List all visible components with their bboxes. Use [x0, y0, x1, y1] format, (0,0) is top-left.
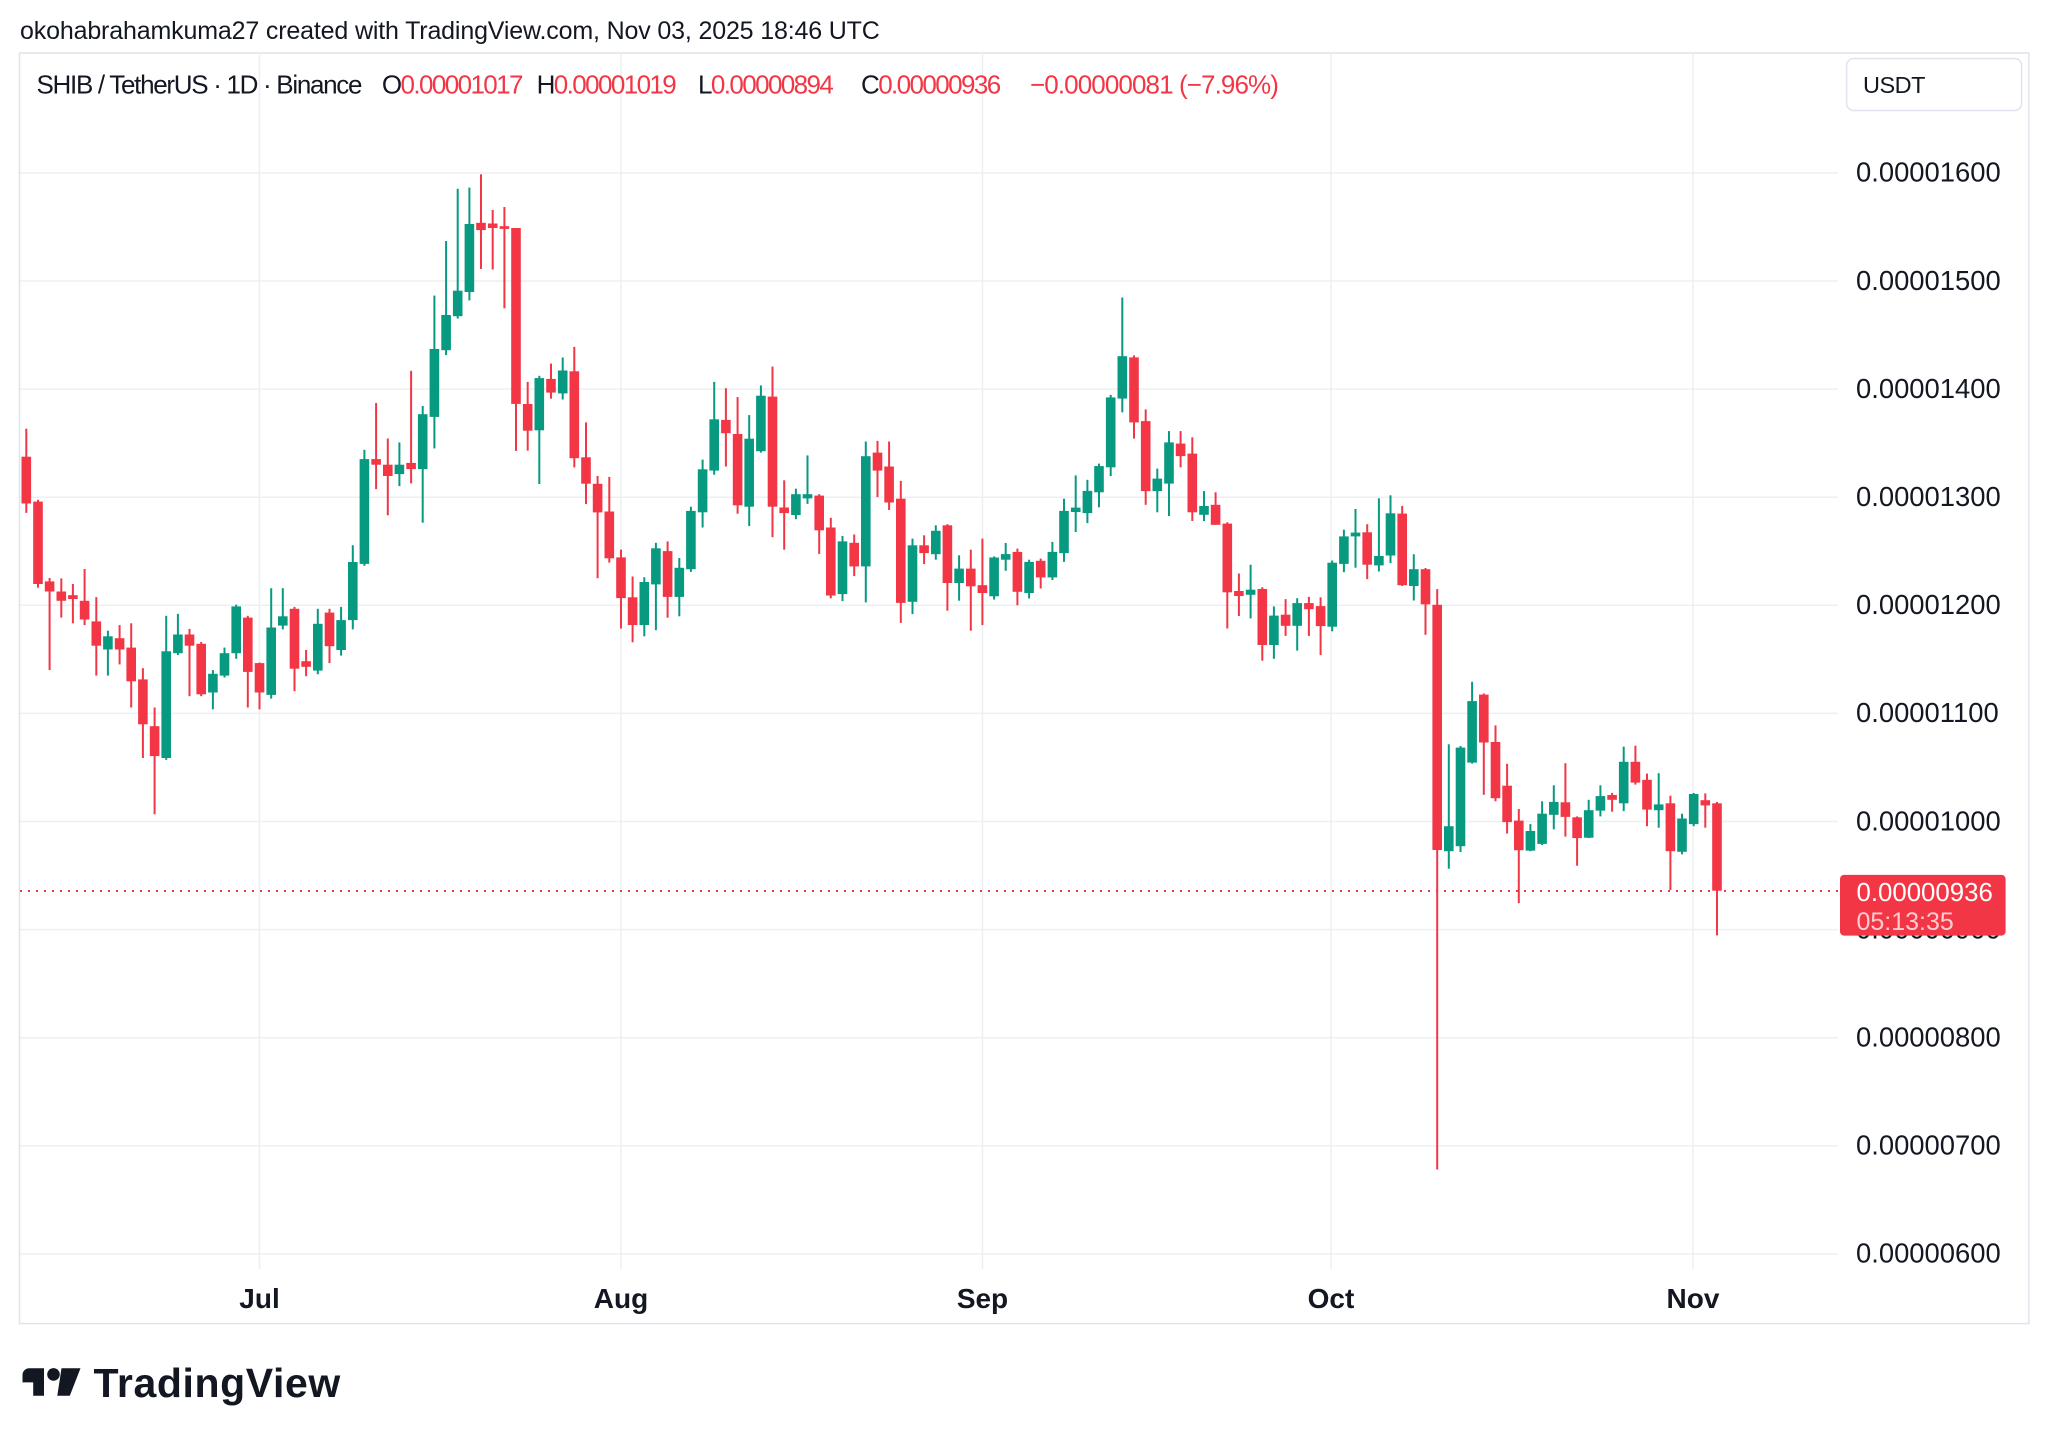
- svg-text:05:13:35: 05:13:35: [1857, 908, 1954, 936]
- svg-text:okohabrahamkuma27 created with: okohabrahamkuma27 created with TradingVi…: [20, 17, 880, 45]
- svg-text:0.00001400: 0.00001400: [1856, 373, 2001, 404]
- svg-text:0.00001100: 0.00001100: [1856, 697, 1999, 728]
- svg-text:0.00000800: 0.00000800: [1856, 1022, 2001, 1053]
- svg-text:0.00000600: 0.00000600: [1856, 1238, 2001, 1269]
- svg-text:SHIB / TetherUS · 1D · Binance: SHIB / TetherUS · 1D · Binance: [37, 70, 363, 100]
- svg-text:Oct: Oct: [1308, 1283, 1355, 1314]
- svg-text:−0.00000081 (−7.96%): −0.00000081 (−7.96%): [1030, 70, 1278, 100]
- svg-text:USDT: USDT: [1863, 72, 1925, 98]
- svg-text:0.00001300: 0.00001300: [1856, 481, 2001, 512]
- svg-text:0.00001200: 0.00001200: [1856, 589, 2001, 620]
- svg-text:0.00001500: 0.00001500: [1856, 265, 2001, 296]
- svg-text:TradingView: TradingView: [94, 1360, 341, 1406]
- svg-text:0.00000936: 0.00000936: [1857, 879, 1993, 907]
- svg-text:L0.00000894: L0.00000894: [698, 70, 833, 100]
- svg-text:Nov: Nov: [1667, 1283, 1720, 1314]
- svg-text:0.00001600: 0.00001600: [1856, 157, 2001, 188]
- svg-text:C0.00000936: C0.00000936: [861, 70, 1001, 100]
- svg-text:Sep: Sep: [957, 1283, 1008, 1314]
- svg-text:H0.00001019: H0.00001019: [537, 70, 677, 100]
- svg-text:0.00000700: 0.00000700: [1856, 1130, 2001, 1161]
- svg-text:O0.00001017: O0.00001017: [382, 70, 523, 100]
- svg-text:Aug: Aug: [594, 1283, 648, 1314]
- svg-text:0.00001000: 0.00001000: [1856, 805, 2001, 836]
- svg-text:Jul: Jul: [239, 1283, 279, 1314]
